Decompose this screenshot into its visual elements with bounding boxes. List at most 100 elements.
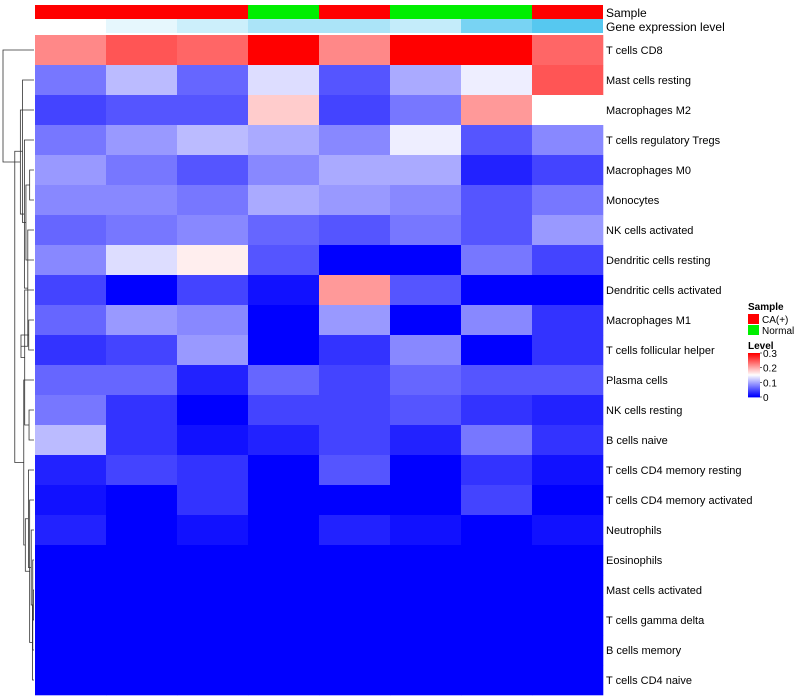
heatmap-cell [390, 515, 462, 546]
row-label: T cells CD4 memory resting [606, 465, 742, 477]
heatmap-cell [461, 95, 533, 126]
color-bar-step [748, 355, 760, 357]
row-label: Macrophages M0 [606, 165, 691, 177]
heatmap-cell [461, 125, 533, 156]
heatmap-cell [319, 665, 391, 696]
heatmap-cell [532, 665, 604, 696]
heatmap-cell [106, 215, 178, 246]
heatmap-cell [106, 245, 178, 276]
color-bar-step [748, 354, 760, 356]
heatmap-cell [248, 545, 320, 576]
color-bar-step [748, 368, 760, 370]
heatmap-cell [319, 215, 391, 246]
heatmap-cell [390, 605, 462, 636]
color-bar-step [748, 389, 760, 391]
heatmap-cell [532, 275, 604, 306]
heatmap-cell [177, 335, 249, 366]
heatmap-cell [177, 125, 249, 156]
color-bar-step [748, 394, 760, 397]
heatmap-cell [319, 35, 391, 66]
row-label: Eosinophils [606, 555, 663, 567]
heatmap-cell [319, 425, 391, 456]
heatmap-cell [35, 275, 107, 306]
heatmap-cell [390, 155, 462, 186]
annotation-cell [461, 19, 532, 33]
heatmap-cell [532, 65, 604, 96]
heatmap-cell [461, 455, 533, 486]
heatmap-cell [319, 605, 391, 636]
heatmap-cell [177, 185, 249, 216]
row-label: Macrophages M1 [606, 315, 691, 327]
heatmap-cell [248, 215, 320, 246]
heatmap-cell [35, 395, 107, 426]
heatmap-cell [532, 125, 604, 156]
heatmap-cell [390, 665, 462, 696]
heatmap-cell [390, 65, 462, 96]
heatmap-cell [177, 455, 249, 486]
heatmap-cell [390, 95, 462, 126]
row-label: NK cells activated [606, 225, 693, 237]
heatmap-cell [248, 245, 320, 276]
heatmap-cell [532, 545, 604, 576]
color-bar-step [748, 395, 760, 398]
color-bar-tick-label: 0.2 [763, 364, 777, 375]
color-bar-tick-label: 0.3 [763, 349, 777, 360]
annotation-cell [390, 19, 461, 33]
annotation-cell [106, 19, 177, 33]
legend-swatch [748, 325, 759, 335]
heatmap-cell [319, 95, 391, 126]
heatmap-cell [177, 545, 249, 576]
heatmap-cell [106, 605, 178, 636]
heatmap-cell [35, 515, 107, 546]
dendrogram-branch [28, 319, 34, 351]
heatmap-cell [106, 575, 178, 606]
heatmap-cell [177, 95, 249, 126]
annotation-cell [390, 5, 461, 19]
color-bar-step [748, 386, 760, 388]
heatmap-cell [532, 365, 604, 396]
annotation-cell [319, 5, 390, 19]
row-label: Dendritic cells activated [606, 285, 722, 297]
heatmap-cell [248, 395, 320, 426]
row-label: T cells follicular helper [606, 345, 715, 357]
heatmap-cell [319, 545, 391, 576]
heatmap-cell [532, 335, 604, 366]
dendrogram-branch [24, 518, 30, 572]
heatmap-cell [35, 155, 107, 186]
heatmap-cell [248, 575, 320, 606]
color-bar-step [748, 378, 760, 380]
annotation-cell [532, 19, 603, 33]
color-bar-step [748, 376, 760, 378]
heatmap-cell [106, 95, 178, 126]
heatmap-cell [177, 275, 249, 306]
heatmap-cell [532, 575, 604, 606]
heatmap-cell [461, 215, 533, 246]
legend-title-sample: Sample [748, 302, 784, 313]
color-bar-tick-label: 0.1 [763, 378, 777, 389]
heatmap-cell [106, 485, 178, 516]
color-bar-step [748, 361, 760, 364]
color-bar-step [748, 375, 760, 377]
heatmap-cell [177, 65, 249, 96]
heatmap-cell [390, 635, 462, 666]
heatmap-cell [248, 275, 320, 306]
annotation-cell [106, 5, 177, 19]
heatmap-cells [35, 35, 604, 696]
color-bar-step [748, 366, 760, 368]
heatmap-cell [248, 665, 320, 696]
annotation-cell [461, 5, 532, 19]
heatmap-cell [319, 305, 391, 336]
annotation-cell [248, 19, 319, 33]
row-label: T cells gamma delta [606, 615, 705, 627]
heatmap-cell [106, 185, 178, 216]
row-label: Neutrophils [606, 525, 662, 537]
heatmap-cell [461, 155, 533, 186]
heatmap-cell [106, 35, 178, 66]
heatmap-cell [248, 155, 320, 186]
color-bar-step [748, 357, 760, 359]
heatmap-cell [319, 395, 391, 426]
heatmap-cell [35, 635, 107, 666]
heatmap-cell [319, 635, 391, 666]
heatmap-cell [248, 65, 320, 96]
heatmap-cell [532, 215, 604, 246]
